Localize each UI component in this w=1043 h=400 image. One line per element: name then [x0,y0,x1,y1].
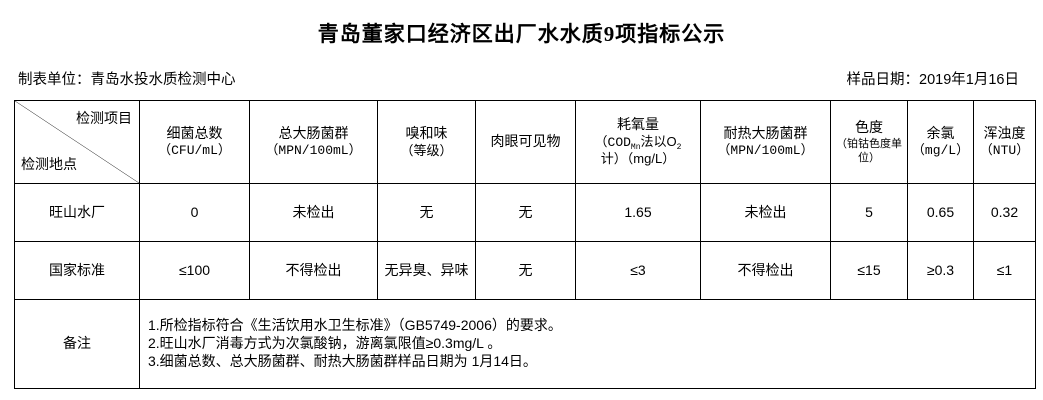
cell-total-coliform: 不得检出 [249,241,378,300]
column-header-visible-matter: 肉眼可见物 [475,100,576,184]
column-header-unit: （铂钴色度单位） [836,137,902,164]
diagonal-line-icon [15,101,139,183]
cell-visible-matter: 无 [475,183,576,242]
remark-line-1: 1.所检指标符合《生活饮用水卫生标准》（GB5749-2006）的要求。 [148,317,562,334]
header-corner-cell: 检测项目 检测地点 [14,100,140,184]
cell-thermotolerant-coliform: 不得检出 [700,241,831,300]
column-header-chromaticity: 色度 （铂钴色度单位） [830,100,908,184]
cell-residual-chlorine: 0.65 [907,183,974,242]
header-location-label: 检测地点 [21,156,77,173]
column-header-thermotolerant-coliform: 耐热大肠菌群 （MPN/100mL） [700,100,831,184]
cell-turbidity: 0.32 [973,183,1036,242]
cell-chromaticity: 5 [830,183,908,242]
remark-row: 备注 1.所检指标符合《生活饮用水卫生标准》（GB5749-2006）的要求。 … [14,299,1036,389]
column-header-name: 浑浊度 [983,124,1026,141]
remark-line-3: 3.细菌总数、总大肠菌群、耐热大肠菌群样品日期为 1月14日。 [148,352,537,369]
column-header-oxygen-consumption: 耗氧量 （CODMn法以O2 计）（mg/L） [575,100,701,184]
column-header-odor-taste: 嗅和味 （等级） [377,100,476,184]
column-header-name: 耗氧量 [617,115,659,132]
column-header-name: 肉眼可见物 [490,133,561,150]
row-location-label: 国家标准 [14,241,140,300]
remark-label: 备注 [14,299,140,389]
column-header-turbidity: 浑浊度 （NTU） [973,100,1036,184]
table-row: 国家标准 ≤100 不得检出 无异臭、异味 无 ≤3 不得检出 ≤15 ≥0.3… [14,241,1036,300]
column-header-unit-2: 计）（mg/L） [600,151,676,167]
header-item-label: 检测项目 [76,110,132,126]
column-header-name: 色度 [855,118,883,135]
column-header-name: 细菌总数 [166,124,223,141]
cell-bacteria-count: 0 [139,183,250,242]
cell-odor-taste: 无 [377,183,476,242]
cell-oxygen-consumption: 1.65 [575,183,701,242]
table-header-row: 检测项目 检测地点 细菌总数 （CFU/mL） 总大肠菌群 （MPN/100mL… [14,100,1036,184]
cell-thermotolerant-coliform: 未检出 [700,183,831,242]
table-row: 旺山水厂 0 未检出 无 无 1.65 未检出 5 0.65 0.32 [14,183,1036,242]
column-header-name: 总大肠菌群 [278,124,349,141]
column-header-name: 嗅和味 [405,124,448,141]
cell-bacteria-count: ≤100 [139,241,250,300]
column-header-total-coliform: 总大肠菌群 （MPN/100mL） [249,100,378,184]
column-header-name: 耐热大肠菌群 [723,124,808,141]
meta-line: 制表单位：青岛水投水质检测中心 样品日期：2019年1月16日 [0,68,1043,90]
column-header-unit: （等级） [400,142,453,158]
column-header-unit: （mg/L） [911,142,970,158]
column-header-unit: （MPN/100mL） [717,142,814,158]
remark-line-2: 2.旺山水厂消毒方式为次氯酸钠，游离氯限值≥0.3mg/L 。 [148,335,502,352]
cell-chromaticity: ≤15 [830,241,908,300]
column-header-bacteria-count: 细菌总数 （CFU/mL） [139,100,250,184]
column-header-name: 余氯 [926,124,955,141]
row-location-label: 旺山水厂 [14,183,140,242]
column-header-unit: （CODMn法以O2 [594,133,682,152]
cell-visible-matter: 无 [475,241,576,300]
cell-odor-taste: 无异臭、异味 [377,241,476,300]
column-header-unit: （MPN/100mL） [265,142,362,158]
maker-unit-label: 制表单位：青岛水投水质检测中心 [18,72,236,88]
sample-date-label: 样品日期：2019年1月16日 [846,72,1019,88]
remark-content: 1.所检指标符合《生活饮用水卫生标准》（GB5749-2006）的要求。 2.旺… [139,299,1036,389]
column-header-unit: （CFU/mL） [158,142,231,158]
column-header-residual-chlorine: 余氯 （mg/L） [907,100,974,184]
cell-turbidity: ≤1 [973,241,1036,300]
page-title: 青岛董家口经济区出厂水水质9项指标公示 [317,22,726,46]
cell-total-coliform: 未检出 [249,183,378,242]
cell-residual-chlorine: ≥0.3 [907,241,974,300]
water-quality-table: 检测项目 检测地点 细菌总数 （CFU/mL） 总大肠菌群 （MPN/100mL… [14,100,1036,389]
cell-oxygen-consumption: ≤3 [575,241,701,300]
column-header-unit: （NTU） [979,142,1030,158]
